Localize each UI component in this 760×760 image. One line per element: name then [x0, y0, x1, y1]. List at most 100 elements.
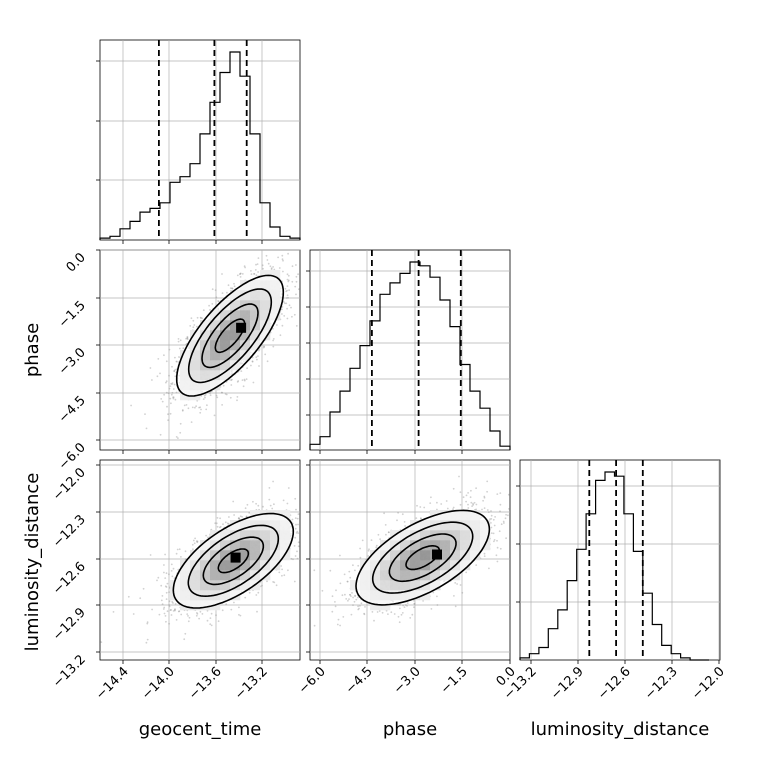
sample-point	[228, 516, 230, 518]
sample-point	[278, 571, 281, 574]
sample-point	[169, 397, 172, 400]
sample-point	[256, 263, 259, 265]
sample-point	[236, 274, 239, 277]
sample-point	[172, 396, 175, 399]
sample-point	[257, 591, 260, 594]
sample-point	[196, 613, 199, 615]
sample-point	[165, 591, 168, 594]
sample-point	[244, 266, 247, 269]
x-ticks	[122, 240, 263, 244]
sample-point	[226, 291, 228, 294]
sample-point	[270, 268, 273, 271]
sample-point	[169, 385, 172, 387]
sample-point	[263, 345, 265, 348]
y-ticks	[96, 464, 100, 653]
sample-point	[165, 572, 168, 575]
sample-point	[294, 536, 297, 539]
sample-point	[172, 396, 175, 399]
sample-point	[297, 532, 300, 534]
sample-point	[244, 507, 247, 510]
panel-frame	[99, 39, 301, 241]
sample-point	[156, 375, 159, 378]
sample-point	[290, 557, 293, 560]
sample-point	[294, 555, 297, 557]
sample-point	[295, 264, 297, 266]
sample-point	[222, 523, 224, 526]
sample-point	[286, 273, 289, 276]
sample-point	[166, 582, 169, 585]
sample-point	[295, 523, 297, 526]
sample-point	[165, 381, 167, 384]
sample-point	[287, 569, 289, 572]
sample-point	[266, 360, 269, 363]
sample-point	[230, 379, 233, 382]
sample-point	[183, 404, 186, 407]
sample-point	[236, 396, 239, 398]
sample-point	[216, 396, 219, 399]
sample-point	[248, 512, 251, 514]
sample-point	[185, 337, 188, 340]
sample-point	[215, 522, 218, 525]
sample-point	[445, 500, 448, 502]
sample-point	[167, 413, 169, 416]
sample-point	[194, 537, 197, 540]
sample-point	[175, 552, 178, 555]
y-axis-title-phase: phase	[22, 323, 43, 377]
sample-point	[215, 296, 218, 299]
sample-point	[262, 505, 264, 508]
sample-point	[168, 348, 171, 351]
sample-point	[273, 268, 276, 271]
sample-point	[492, 532, 495, 535]
y-ticks	[306, 270, 310, 416]
sample-point	[275, 584, 278, 587]
sample-point	[272, 338, 275, 340]
sample-point	[200, 317, 202, 319]
sample-point	[184, 632, 187, 635]
sample-point	[168, 374, 170, 377]
sample-point	[146, 622, 149, 625]
sample-point	[221, 404, 224, 406]
sample-point	[202, 398, 205, 400]
sample-point	[248, 591, 251, 594]
sample-point	[246, 503, 249, 506]
sample-point	[162, 608, 165, 610]
sample-point	[186, 336, 189, 339]
sample-point	[165, 620, 167, 623]
sample-point	[184, 550, 187, 553]
quantile-lines	[157, 40, 248, 240]
sample-point	[170, 609, 172, 611]
sample-point	[171, 575, 174, 578]
sample-point	[240, 370, 243, 372]
sample-point	[284, 302, 286, 305]
sample-point	[161, 400, 164, 403]
sample-point	[291, 315, 293, 318]
sample-point	[157, 576, 160, 579]
x-tick-label: −13.2	[232, 664, 271, 703]
sample-point	[229, 287, 232, 290]
sample-point	[209, 617, 212, 619]
sample-point	[257, 271, 259, 273]
sample-point	[198, 406, 201, 409]
sample-point	[291, 280, 294, 283]
sample-point	[195, 405, 198, 408]
sample-point	[187, 615, 189, 617]
sample-point	[170, 393, 173, 396]
sample-point	[132, 613, 135, 615]
y-tick-label: −13.2	[50, 652, 89, 691]
sample-point	[189, 325, 192, 327]
x-tick-labels: −14.4 −14.0 −13.6 −13.2	[93, 664, 271, 703]
histogram-phase	[309, 261, 511, 450]
quantile-lines	[370, 250, 462, 450]
sample-point	[243, 379, 246, 382]
sample-point	[456, 583, 458, 585]
y-tick-labels: −12.0 −12.3 −12.6 −12.9 −13.2	[50, 465, 89, 691]
sample-point	[175, 391, 178, 394]
sample-point	[151, 379, 153, 381]
sample-point	[209, 623, 212, 626]
sample-point	[163, 612, 166, 615]
sample-point	[164, 585, 167, 588]
sample-point	[190, 421, 193, 423]
sample-point	[287, 274, 290, 277]
sample-point	[174, 375, 177, 378]
sample-point	[252, 381, 255, 384]
